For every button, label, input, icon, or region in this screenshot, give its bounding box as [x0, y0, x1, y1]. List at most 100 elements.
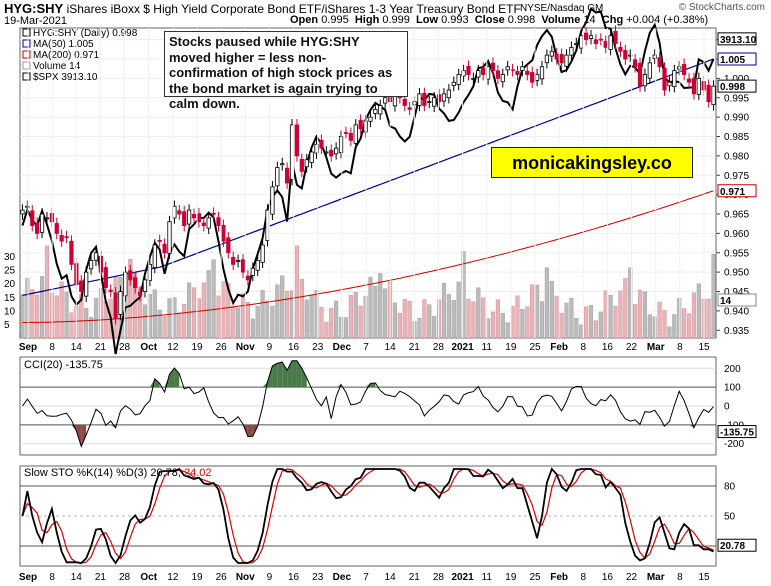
- volume-bar: [373, 286, 378, 339]
- candle: [30, 210, 35, 227]
- candle: [422, 92, 427, 106]
- candle: [108, 289, 113, 292]
- candle: [25, 205, 30, 208]
- cci-value-label-box: [717, 425, 757, 439]
- credit: © StockCharts.com: [678, 2, 765, 13]
- volume-bar: [539, 301, 545, 339]
- volume-bar: [530, 284, 535, 339]
- x-tick-label-top: Feb: [550, 342, 568, 353]
- close-value: 0.998: [507, 14, 536, 26]
- volume-bar: [461, 251, 466, 339]
- x-tick-label-top: Nov: [236, 342, 255, 353]
- cci-oversold-fill: [659, 424, 665, 427]
- spx-value-label: 3913.10: [720, 35, 757, 46]
- price-tick-label: 0.975: [724, 171, 749, 182]
- candle: [118, 291, 123, 315]
- cci-line: [22, 360, 714, 448]
- candle: [696, 77, 701, 95]
- x-tick-label-bottom: 11: [482, 572, 493, 583]
- volume-bar: [691, 292, 697, 339]
- candle: [417, 93, 422, 106]
- candle: [461, 70, 466, 77]
- candle: [427, 101, 432, 104]
- x-tick-label-bottom: 19: [191, 572, 203, 583]
- sto-title-text: Slow STO %K(14) %D(3) 20.78,: [24, 467, 184, 479]
- volume-bar: [652, 316, 657, 339]
- volume-value-label-box: [717, 293, 757, 307]
- cci-oversold-fill: [81, 424, 87, 447]
- candle: [35, 222, 40, 234]
- volume-bar: [368, 276, 373, 339]
- volume-bar: [329, 308, 334, 339]
- candle: [221, 224, 226, 242]
- candle: [147, 263, 153, 281]
- x-tick-label-top: 25: [529, 342, 541, 353]
- volume-bar: [383, 288, 388, 339]
- high-value: 0.999: [382, 14, 410, 26]
- x-tick-label-top: Dec: [333, 342, 352, 353]
- candle: [167, 221, 172, 254]
- x-tick-label-top: 14: [385, 342, 397, 353]
- candle: [583, 32, 589, 41]
- price-tick-label: 0.935: [724, 326, 749, 337]
- volume-bar: [686, 313, 692, 339]
- candle: [103, 267, 108, 289]
- candle: [84, 271, 89, 297]
- x-tick-label-top: 9: [267, 342, 273, 353]
- x-tick-label-top: 12: [167, 342, 179, 353]
- price-tick-label: 0.990: [724, 113, 749, 124]
- candle: [378, 105, 383, 115]
- x-tick-label-top: 21: [409, 342, 421, 353]
- volume-bar: [520, 309, 525, 339]
- x-tick-label-bottom: 8: [677, 572, 683, 583]
- volume-bar: [628, 267, 633, 339]
- price-tick-label: 0.980: [724, 151, 749, 162]
- sto-value-label: 20.78: [720, 541, 745, 552]
- legend-entry: HYG:SHY (Daily) 0.998: [33, 28, 138, 39]
- candle: [88, 260, 94, 270]
- volume-bar: [250, 318, 255, 339]
- price-tick-label: 1.000: [724, 74, 749, 85]
- volume-bar: [304, 299, 309, 339]
- cci-oversold-fill: [247, 424, 253, 437]
- x-tick-label-bottom: 25: [529, 572, 541, 583]
- volume-bar: [35, 294, 40, 339]
- volume-bar: [270, 305, 275, 339]
- candle: [510, 69, 515, 72]
- cci-overbought-fill: [301, 368, 307, 388]
- volume-tick-label: 10: [4, 306, 16, 317]
- volume-bar: [682, 308, 687, 339]
- volume-bar: [618, 290, 623, 339]
- candle: [383, 97, 388, 104]
- x-tick-label-bottom: 9: [267, 572, 273, 583]
- x-tick-label-top: 26: [216, 342, 228, 353]
- candle: [432, 97, 437, 107]
- cci-tick-label: -200: [724, 439, 744, 450]
- x-tick-label-top: 19: [191, 342, 203, 353]
- volume-bar: [544, 267, 549, 339]
- volume-bar: [696, 283, 701, 339]
- candle: [64, 236, 69, 239]
- x-tick-label-bottom: 16: [288, 572, 300, 583]
- x-tick-label-bottom: 14: [71, 572, 83, 583]
- candle: [490, 62, 496, 72]
- volume-bar: [535, 284, 540, 339]
- volume-bar: [187, 282, 192, 339]
- candle: [226, 237, 231, 254]
- candle: [667, 81, 672, 87]
- ma50-value-label-box: [717, 52, 757, 66]
- volume-bar: [647, 314, 652, 339]
- volume-bar: [275, 284, 280, 339]
- candle: [319, 139, 324, 149]
- legend-swatch: [22, 28, 31, 37]
- x-tick-label-top: 16: [602, 342, 614, 353]
- high-label: High: [354, 14, 380, 26]
- x-tick-label-top: 8: [677, 342, 683, 353]
- candle: [373, 108, 378, 114]
- sto-tick-label: 50: [724, 512, 736, 523]
- volume-bar: [236, 307, 241, 339]
- x-tick-label-top: 8: [581, 342, 587, 353]
- x-tick-label-bottom: 15: [698, 572, 710, 583]
- price-tick-label: 0.965: [724, 210, 749, 221]
- candle: [534, 74, 540, 81]
